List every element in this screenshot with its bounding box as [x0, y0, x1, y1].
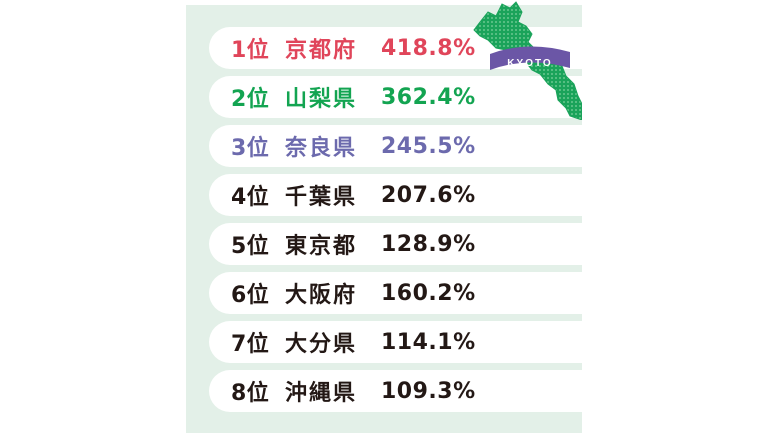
- rank-label: 6位: [231, 283, 270, 308]
- prefecture-name: 沖縄県: [285, 381, 358, 406]
- ranking-row-3: 3位 奈良県 245.5%: [209, 125, 582, 167]
- ranking-row-6: 6位 大阪府 160.2%: [209, 272, 582, 314]
- rank-label: 7位: [231, 332, 270, 357]
- prefecture-name: 奈良県: [285, 136, 358, 161]
- ranking-row-5: 5位 東京都 128.9%: [209, 223, 582, 265]
- rank-label: 3位: [231, 136, 270, 161]
- percentage-value: 160.2%: [381, 280, 476, 306]
- ranking-row-2: 2位 山梨県 362.4%: [209, 76, 582, 118]
- rank-label: 4位: [231, 185, 270, 210]
- rank-label: 8位: [231, 381, 270, 406]
- kyoto-ribbon-shape: [490, 46, 570, 70]
- ranking-row-4: 4位 千葉県 207.6%: [209, 174, 582, 216]
- percentage-value: 245.5%: [381, 133, 476, 159]
- percentage-value: 109.3%: [381, 378, 476, 404]
- prefecture-name: 大阪府: [285, 283, 358, 308]
- prefecture-name: 京都府: [285, 38, 358, 63]
- percentage-value: 418.8%: [381, 35, 476, 61]
- ranking-row-7: 7位 大分県 114.1%: [209, 321, 582, 363]
- prefecture-name: 大分県: [285, 332, 358, 357]
- prefecture-name: 山梨県: [285, 87, 358, 112]
- percentage-value: 362.4%: [381, 84, 476, 110]
- rank-label: 1位: [231, 38, 270, 63]
- rank-label: 2位: [231, 87, 270, 112]
- percentage-value: 207.6%: [381, 182, 476, 208]
- percentage-value: 114.1%: [381, 329, 476, 355]
- kyoto-map-badge: KYOTO: [473, 1, 582, 120]
- prefecture-name: 千葉県: [285, 185, 358, 210]
- prefecture-name: 東京都: [285, 234, 358, 259]
- rank-label: 5位: [231, 234, 270, 259]
- ranking-list: 1位 京都府 418.8% 2位 山梨県 362.4% 3位 奈良県 245.5…: [209, 1, 582, 412]
- percentage-value: 128.9%: [381, 231, 476, 257]
- ranking-row-8: 8位 沖縄県 109.3%: [209, 370, 582, 412]
- kyoto-ribbon-label: KYOTO: [507, 58, 552, 69]
